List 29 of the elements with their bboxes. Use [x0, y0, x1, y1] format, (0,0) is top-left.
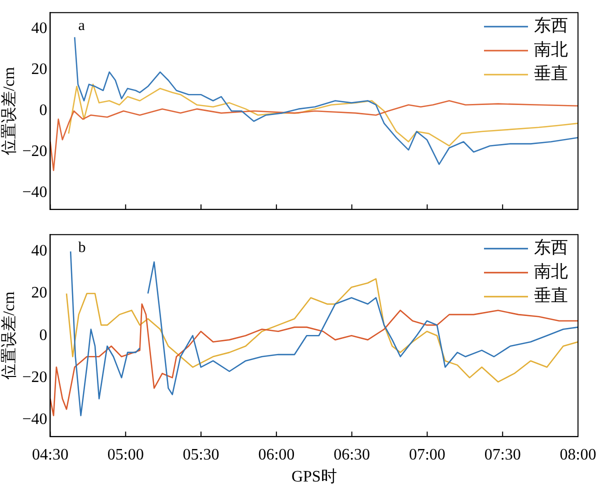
legend-label: 东西: [534, 238, 568, 258]
x-axis-title: GPS时: [291, 468, 337, 486]
annotation: b: [78, 240, 86, 256]
y-tick-label: −40: [22, 410, 48, 428]
x-tick-label: 07:30: [484, 446, 521, 464]
x-tick-label: 04:30: [32, 446, 68, 464]
y-tick-label: 40: [31, 20, 48, 38]
legend-label: 垂直: [534, 64, 568, 84]
y-tick-label: −20: [22, 368, 48, 386]
y-tick-label: 20: [31, 61, 48, 78]
x-tick-label: 06:30: [334, 446, 370, 464]
legend-label: 垂直: [534, 286, 568, 306]
y-tick-label: 0: [39, 102, 48, 120]
y-tick-label: 40: [31, 242, 48, 260]
y-axis-title: 位置误差/cm: [0, 66, 18, 155]
y-tick-label: −20: [22, 143, 48, 160]
legend-label: 南北: [534, 40, 568, 60]
x-tick-label: 05:00: [107, 446, 144, 464]
y-axis-title: 位置误差/cm: [0, 291, 18, 380]
x-tick-label: 08:00: [560, 446, 596, 464]
y-tick-label: −40: [22, 184, 48, 202]
legend-label: 南北: [534, 262, 568, 282]
y-tick-label: 0: [39, 326, 48, 344]
y-tick-label: 20: [31, 284, 48, 302]
legend-label: 东西: [534, 16, 568, 36]
annotation: a: [78, 18, 86, 34]
x-tick-label: 07:00: [408, 446, 446, 464]
x-tick-label: 05:30: [182, 446, 220, 464]
x-tick-label: 06:00: [258, 446, 295, 464]
